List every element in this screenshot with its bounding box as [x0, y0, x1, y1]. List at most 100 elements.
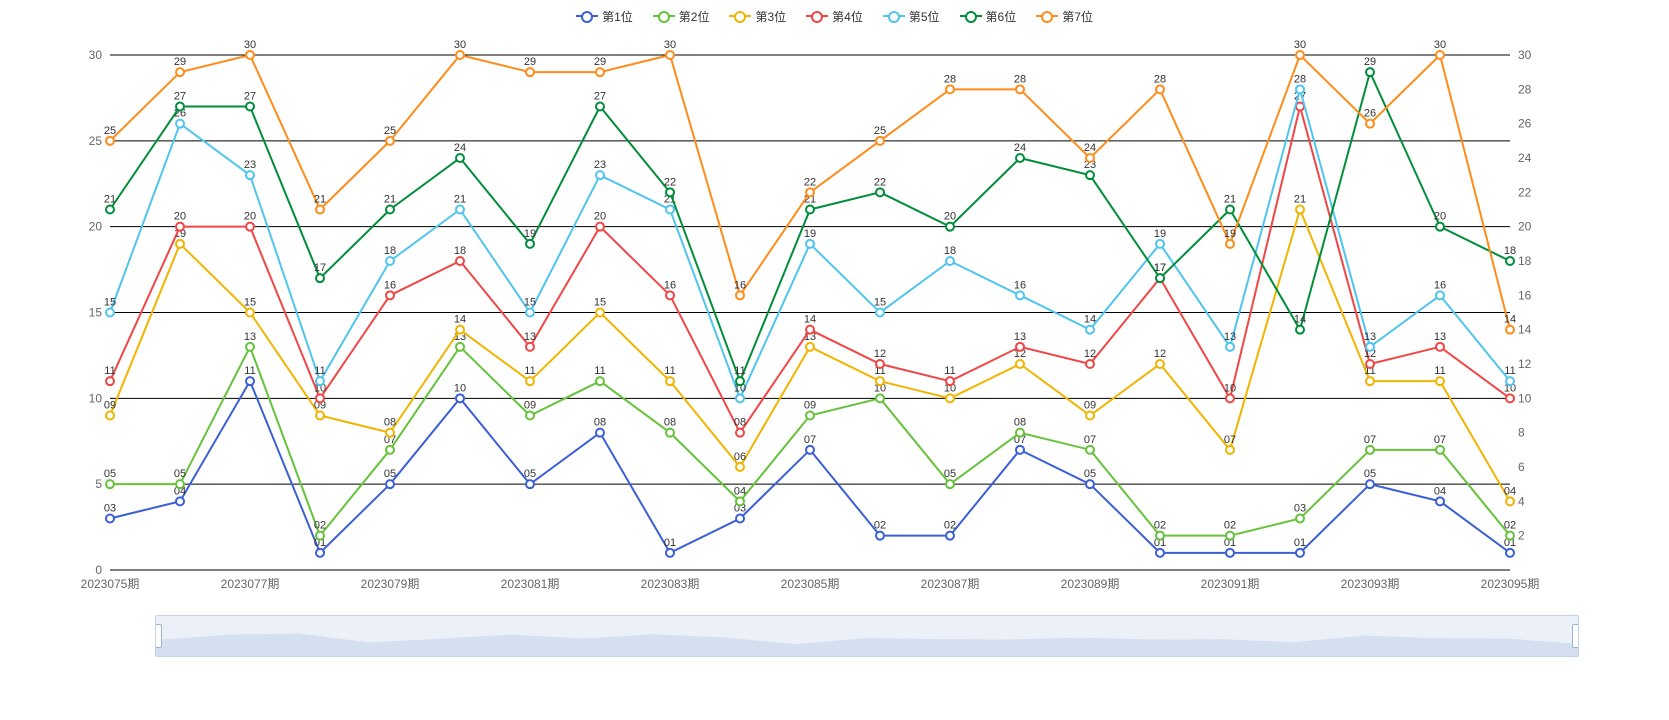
- svg-text:12: 12: [1154, 348, 1166, 360]
- svg-text:18: 18: [1518, 254, 1532, 268]
- svg-text:30: 30: [1518, 48, 1532, 62]
- svg-text:0: 0: [95, 563, 102, 577]
- svg-text:15: 15: [594, 297, 606, 309]
- svg-text:14: 14: [454, 314, 466, 326]
- svg-text:11: 11: [104, 365, 115, 377]
- svg-text:18: 18: [454, 245, 466, 257]
- svg-text:11: 11: [664, 365, 675, 377]
- svg-text:10: 10: [1518, 391, 1532, 405]
- svg-text:05: 05: [1364, 468, 1376, 480]
- svg-text:29: 29: [524, 56, 536, 68]
- svg-text:05: 05: [174, 468, 186, 480]
- svg-text:09: 09: [1084, 400, 1096, 412]
- svg-text:10: 10: [454, 382, 466, 394]
- svg-text:22: 22: [804, 176, 816, 188]
- svg-text:21: 21: [1224, 194, 1236, 206]
- svg-text:28: 28: [944, 73, 956, 85]
- svg-text:03: 03: [1294, 503, 1306, 515]
- svg-text:12: 12: [874, 348, 886, 360]
- svg-text:2023077期: 2023077期: [221, 577, 280, 591]
- svg-text:20: 20: [1434, 211, 1446, 223]
- svg-text:04: 04: [734, 485, 746, 497]
- svg-text:21: 21: [314, 194, 326, 206]
- chart-svg: 0510152025302468101214161820222426283020…: [0, 0, 1669, 720]
- svg-text:25: 25: [384, 125, 396, 137]
- svg-text:13: 13: [1224, 331, 1236, 343]
- svg-text:2023081期: 2023081期: [501, 577, 560, 591]
- svg-text:25: 25: [874, 125, 886, 137]
- svg-text:04: 04: [1504, 485, 1516, 497]
- svg-text:14: 14: [804, 314, 816, 326]
- svg-text:13: 13: [244, 331, 256, 343]
- svg-text:21: 21: [1294, 194, 1306, 206]
- svg-text:05: 05: [1084, 468, 1096, 480]
- svg-text:8: 8: [1518, 426, 1525, 440]
- svg-text:16: 16: [1434, 279, 1446, 291]
- svg-text:15: 15: [89, 306, 103, 320]
- svg-text:05: 05: [104, 468, 116, 480]
- svg-text:20: 20: [944, 211, 956, 223]
- svg-text:11: 11: [944, 365, 955, 377]
- svg-text:07: 07: [1224, 434, 1236, 446]
- svg-text:2023095期: 2023095期: [1481, 577, 1540, 591]
- svg-text:05: 05: [944, 468, 956, 480]
- svg-text:30: 30: [89, 48, 103, 62]
- svg-text:18: 18: [384, 245, 396, 257]
- svg-text:01: 01: [1294, 537, 1306, 549]
- svg-text:13: 13: [1434, 331, 1446, 343]
- svg-text:20: 20: [89, 220, 103, 234]
- svg-text:21: 21: [104, 194, 116, 206]
- svg-text:03: 03: [104, 503, 116, 515]
- svg-text:28: 28: [1014, 73, 1026, 85]
- svg-text:29: 29: [594, 56, 606, 68]
- svg-text:02: 02: [1154, 520, 1166, 532]
- svg-text:11: 11: [734, 365, 745, 377]
- svg-text:07: 07: [1434, 434, 1446, 446]
- slider-handle-left[interactable]: [155, 624, 162, 648]
- slider-handle-right[interactable]: [1572, 624, 1579, 648]
- slider-silhouette: [156, 616, 1578, 656]
- svg-text:09: 09: [804, 400, 816, 412]
- svg-text:09: 09: [104, 400, 116, 412]
- svg-text:25: 25: [89, 134, 103, 148]
- svg-text:15: 15: [244, 297, 256, 309]
- svg-text:24: 24: [1084, 142, 1096, 154]
- svg-text:22: 22: [1518, 185, 1532, 199]
- svg-text:2023087期: 2023087期: [921, 577, 980, 591]
- svg-text:11: 11: [1504, 365, 1515, 377]
- svg-text:30: 30: [454, 39, 466, 51]
- svg-text:08: 08: [734, 417, 746, 429]
- svg-text:2023089期: 2023089期: [1061, 577, 1120, 591]
- svg-text:15: 15: [524, 297, 536, 309]
- svg-text:20: 20: [594, 211, 606, 223]
- svg-text:2023085期: 2023085期: [781, 577, 840, 591]
- svg-text:02: 02: [944, 520, 956, 532]
- svg-text:4: 4: [1518, 494, 1525, 508]
- svg-text:28: 28: [1518, 82, 1532, 96]
- svg-text:24: 24: [454, 142, 466, 154]
- svg-text:16: 16: [664, 279, 676, 291]
- svg-text:06: 06: [734, 451, 746, 463]
- svg-text:16: 16: [1014, 279, 1026, 291]
- svg-text:07: 07: [804, 434, 816, 446]
- svg-text:27: 27: [244, 91, 256, 103]
- svg-text:17: 17: [1154, 262, 1166, 274]
- svg-text:14: 14: [1518, 323, 1532, 337]
- svg-text:17: 17: [314, 262, 326, 274]
- svg-text:28: 28: [1294, 73, 1306, 85]
- svg-text:14: 14: [1294, 314, 1306, 326]
- svg-text:30: 30: [244, 39, 256, 51]
- svg-text:09: 09: [524, 400, 536, 412]
- svg-text:11: 11: [314, 365, 325, 377]
- svg-text:16: 16: [734, 279, 746, 291]
- svg-text:04: 04: [1434, 485, 1446, 497]
- svg-text:02: 02: [1224, 520, 1236, 532]
- svg-text:2023083期: 2023083期: [641, 577, 700, 591]
- svg-text:05: 05: [524, 468, 536, 480]
- svg-text:23: 23: [244, 159, 256, 171]
- svg-text:25: 25: [104, 125, 116, 137]
- svg-text:19: 19: [524, 228, 536, 240]
- data-zoom-slider[interactable]: [155, 615, 1579, 657]
- svg-text:13: 13: [1014, 331, 1026, 343]
- svg-text:30: 30: [1434, 39, 1446, 51]
